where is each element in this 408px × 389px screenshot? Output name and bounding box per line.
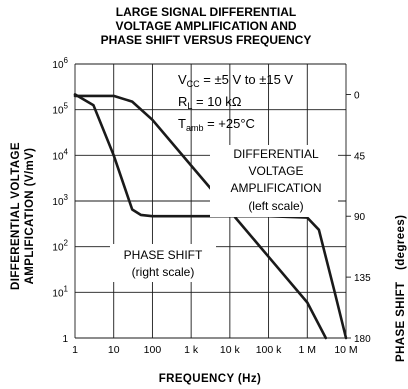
y-right-tick-label: 0	[354, 90, 360, 101]
y-left-tick-base: 10	[52, 243, 64, 254]
phase-shift-curve	[73, 93, 348, 340]
y-left-tick-label: 1	[62, 334, 68, 345]
condition-rl-rest: = 10 kΩ	[192, 94, 241, 109]
y-left-tick-base: 10	[52, 106, 64, 117]
amplification-curve	[73, 94, 328, 340]
condition-rl: RL = 10 kΩ	[178, 94, 242, 111]
y-axis-left-label-line-1: DIFFERENTIAL VOLTAGE	[10, 142, 22, 290]
condition-vcc: VCC = ±5 V to ±15 V	[178, 72, 293, 89]
x-tick-label: 10	[108, 344, 120, 356]
y-right-tick-label: 45	[354, 151, 366, 162]
condition-rl-sub: L	[187, 101, 192, 111]
y-left-tick-exponent: 3	[64, 193, 69, 202]
x-tick-label: 1	[72, 344, 78, 356]
y-left-tick-base: 1	[62, 334, 68, 345]
y-left-tick-base: 10	[52, 288, 64, 299]
x-axis-label: FREQUENCY (Hz)	[159, 373, 262, 385]
x-tick-label: 10 k	[220, 344, 241, 356]
y-left-tick-exponent: 1	[64, 284, 69, 293]
y-left-tick-label: 101	[52, 284, 68, 299]
diff-label-background	[210, 145, 338, 217]
x-tick-label: 100	[144, 344, 162, 356]
condition-tamb-main: T	[178, 116, 186, 131]
condition-tamb: Tamb = +25°C	[178, 116, 255, 133]
x-tick-label: 100 k	[256, 344, 282, 356]
condition-vcc-sub: CC	[187, 79, 200, 89]
y-left-tick-base: 10	[52, 60, 64, 71]
x-tick-label: 1 k	[184, 344, 199, 356]
condition-tamb-sub: amb	[186, 123, 204, 133]
y-left-tick-label: 104	[52, 147, 68, 162]
diff-label-line-1: DIFFERENTIAL	[233, 147, 319, 161]
y-left-tick-label: 102	[52, 239, 68, 254]
diff-label-line-2: VOLTAGE	[249, 164, 304, 178]
phase-scale-note: (right scale)	[132, 265, 195, 279]
y-left-tick-exponent: 6	[64, 56, 69, 65]
phase-label: PHASE SHIFT	[124, 248, 203, 262]
y-right-tick-label: 135	[354, 273, 371, 284]
y-left-tick-base: 10	[52, 197, 64, 208]
y-axis-left-label-line-2: AMPLIFICATION (V/mV)	[24, 148, 36, 285]
chart-title-line-2: VOLTAGE AMPLIFICATION AND	[115, 19, 296, 33]
y-right-tick-label: 180	[354, 334, 371, 345]
y-left-tick-label: 106	[52, 56, 68, 71]
condition-tamb-rest: = +25°C	[203, 116, 254, 131]
y-left-tick-label: 103	[52, 193, 68, 208]
y-right-tick-label: 90	[354, 212, 366, 223]
phase-label-background	[110, 244, 216, 282]
conditions-annotation: VCC = ±5 V to ±15 V RL = 10 kΩ Tamb = +2…	[178, 72, 293, 133]
y-left-tick-label: 105	[52, 102, 68, 117]
condition-vcc-main: V	[178, 72, 187, 87]
condition-rl-main: R	[178, 94, 187, 109]
y-left-tick-exponent: 4	[64, 147, 69, 156]
condition-vcc-rest: = ±5 V to ±15 V	[200, 72, 294, 87]
chart-title-line-1: LARGE SIGNAL DIFFERENTIAL	[116, 5, 296, 19]
chart-title-line-3: PHASE SHIFT VERSUS FREQUENCY	[101, 33, 312, 47]
y-axis-right-label-line-2: (degrees)	[395, 215, 407, 270]
y-left-tick-base: 10	[52, 151, 64, 162]
y-axis-right-label-line-1: PHASE SHIFT	[395, 282, 407, 362]
y-left-tick-exponent: 2	[64, 239, 69, 248]
x-tick-label: 10 M	[334, 344, 357, 356]
y-left-tick-exponent: 5	[64, 102, 69, 111]
x-tick-label: 1 M	[299, 344, 317, 356]
diff-label-line-3: AMPLIFICATION	[230, 181, 321, 195]
series	[73, 93, 348, 340]
diff-scale-note: (left scale)	[248, 199, 303, 213]
